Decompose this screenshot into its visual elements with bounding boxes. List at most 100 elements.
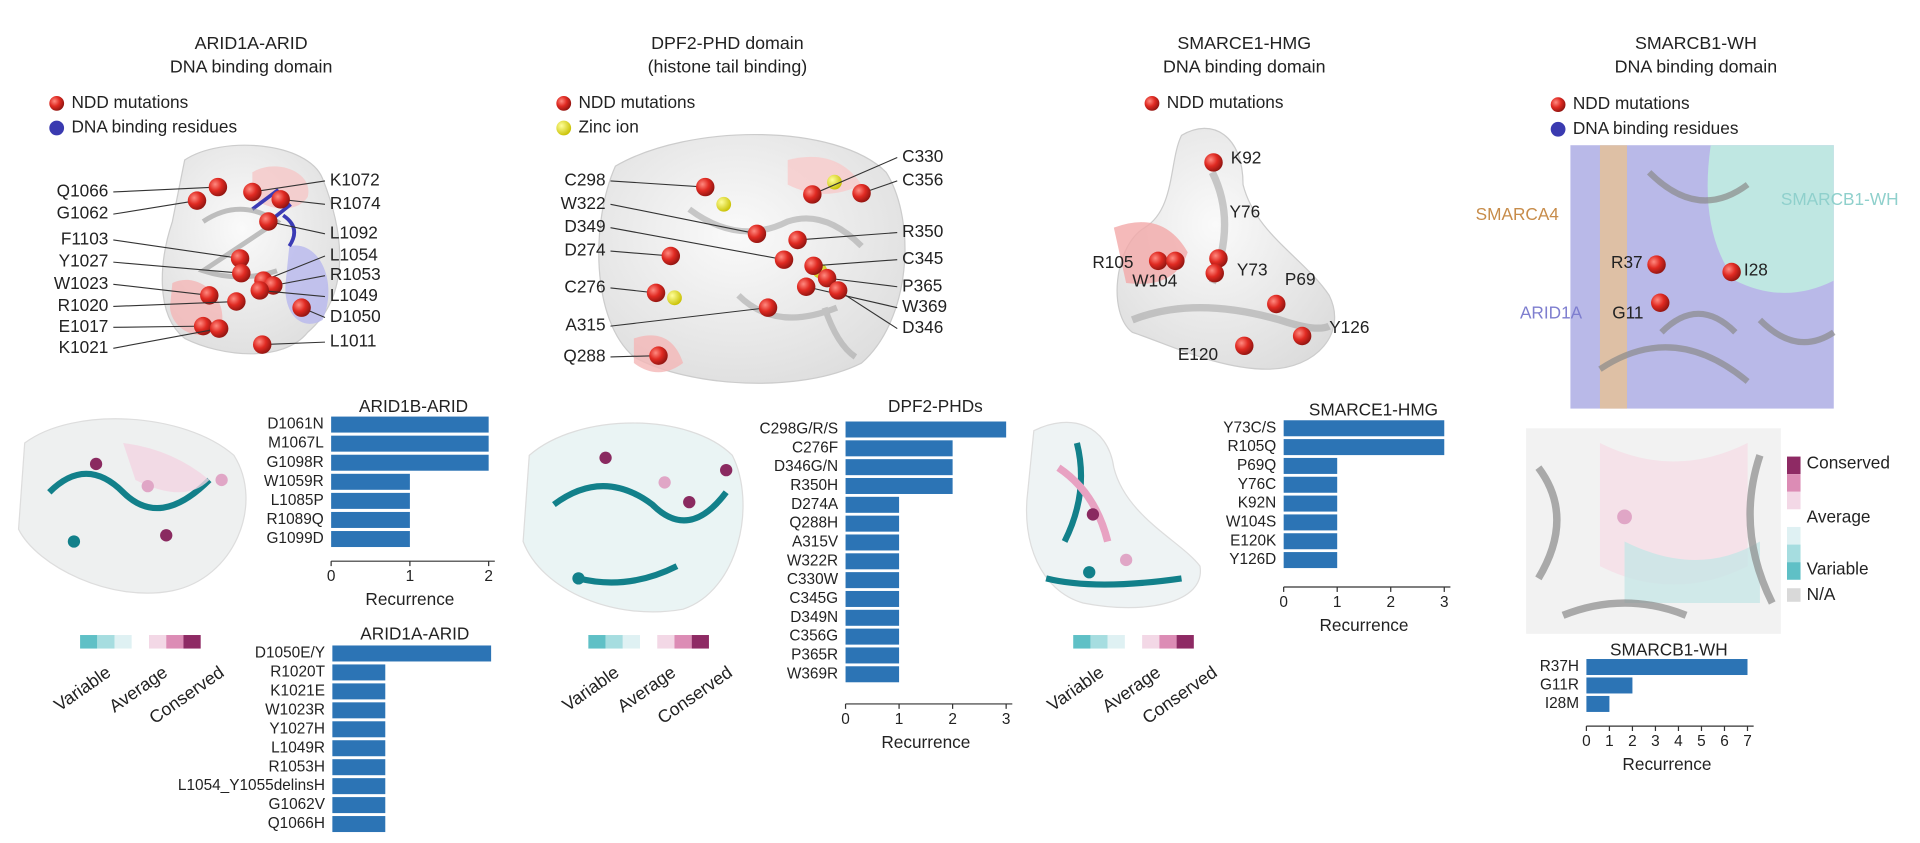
mutation-sphere: [696, 177, 715, 197]
category-label: Q1066H: [268, 815, 325, 832]
mutation-sphere: [292, 298, 311, 317]
scale-cell: [691, 635, 709, 649]
mutation-sphere: [661, 246, 681, 266]
chart-title: ARID1B-ARID: [359, 396, 468, 416]
x-axis-label: Recurrence: [365, 589, 454, 609]
bar: [331, 492, 410, 509]
category-label: C330W: [787, 571, 839, 588]
category-label: G1098R: [266, 454, 323, 471]
x-tick-label: 0: [327, 568, 336, 585]
x-tick-label: 0: [1582, 733, 1591, 750]
x-tick-label: 1: [1605, 733, 1614, 750]
residue-label: W1023: [54, 273, 109, 293]
leader-line: [113, 328, 220, 349]
residue-label: F1103: [61, 229, 109, 249]
residue-label: R1074: [330, 193, 381, 213]
leader-line: [113, 239, 241, 259]
mutation-sphere: [796, 277, 816, 296]
bar: [845, 421, 1007, 438]
mutation-sphere: [852, 183, 871, 203]
legend-label: Variable: [1807, 558, 1869, 578]
leader-line: [113, 261, 242, 274]
category-label: W369R: [787, 665, 838, 682]
chart-title: DPF2-PHDs: [888, 396, 983, 416]
residue-label: Q288: [563, 345, 605, 365]
residue-label: P69: [1285, 269, 1316, 289]
residue-label: K1072: [330, 169, 380, 189]
panel-title: DNA binding domain: [1163, 56, 1326, 76]
bar: [332, 645, 492, 662]
residue-label: Y73: [1237, 259, 1268, 279]
category-label: R1020T: [270, 663, 325, 680]
bar: [845, 553, 900, 570]
mutation-sphere: [817, 268, 837, 288]
mutation-sphere: [243, 182, 262, 202]
mutation-sphere: [250, 281, 269, 300]
bar: [845, 440, 953, 457]
category-label: Y73C/S: [1223, 419, 1276, 436]
residue-label: C345: [902, 248, 943, 268]
bar: [845, 590, 900, 607]
bar: [1283, 420, 1445, 437]
panel-title: DPF2-PHD domain: [651, 33, 804, 53]
legend-swatch: [49, 120, 65, 136]
bar: [845, 496, 900, 513]
scale-label: Variable: [50, 662, 114, 715]
bar: [332, 797, 386, 814]
scale-cell: [1159, 635, 1177, 649]
scale-cell: [605, 635, 623, 649]
category-label: W1059R: [264, 473, 324, 490]
bar: [1586, 659, 1748, 676]
residue-label: L1049: [330, 285, 378, 305]
residue-label: D1050: [330, 306, 381, 326]
residue-label: L1011: [330, 331, 377, 351]
residue-label: Y126: [1329, 317, 1369, 337]
bar: [332, 740, 386, 757]
leader-line: [610, 180, 706, 188]
bar: [332, 759, 386, 776]
mutation-sphere: [230, 249, 250, 268]
category-label: A315V: [792, 534, 839, 551]
leader-line: [259, 289, 326, 298]
leader-line: [262, 341, 326, 346]
x-tick-label: 7: [1743, 733, 1752, 750]
category-label: P69Q: [1237, 457, 1276, 474]
mutation-sphere: [252, 335, 272, 354]
bar: [331, 531, 410, 548]
scale-cell: [1107, 635, 1125, 649]
zinc-ion: [667, 290, 682, 306]
category-label: D1061N: [267, 416, 323, 433]
bar: [1586, 695, 1610, 712]
leader-line: [827, 277, 898, 288]
x-tick-label: 1: [406, 568, 415, 585]
mutation-sphere: [227, 292, 246, 311]
bar: [331, 454, 489, 471]
category-label: R1089Q: [266, 511, 323, 528]
bar: [1283, 457, 1338, 474]
bar: [845, 534, 900, 551]
category-label: W1023R: [265, 701, 325, 718]
category-label: R1053H: [269, 758, 325, 775]
residue-label: C298: [564, 169, 605, 189]
scale-cell: [148, 635, 167, 649]
residue-label: R350: [902, 221, 943, 241]
bar: [845, 609, 900, 626]
scale-cell: [166, 635, 184, 649]
bar: [1283, 495, 1338, 512]
category-label: D274A: [791, 496, 839, 513]
category-label: G1062V: [269, 796, 326, 813]
mutation-sphere: [1209, 249, 1228, 268]
legend-cell: [1787, 509, 1801, 527]
legend-label: Average: [1807, 507, 1871, 527]
category-label: W322R: [787, 552, 838, 569]
bar: [845, 477, 953, 494]
legend-cell: [1787, 456, 1801, 475]
category-label: W104S: [1226, 513, 1276, 530]
mutation-sphere: [747, 224, 767, 244]
residue-label: K92: [1231, 147, 1262, 167]
chart-title: SMARCB1-WH: [1610, 640, 1728, 660]
residue-label: W322: [561, 193, 606, 213]
residue-label: L1092: [330, 222, 378, 242]
residue-label: R1020: [58, 295, 109, 315]
